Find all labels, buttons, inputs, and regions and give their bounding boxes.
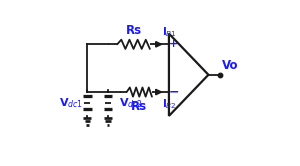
Text: Rs: Rs	[131, 100, 147, 113]
Text: I$_{B2}$: I$_{B2}$	[162, 97, 177, 111]
Polygon shape	[156, 89, 161, 95]
Text: V$_{dc1}$: V$_{dc1}$	[59, 96, 83, 110]
Text: Vo: Vo	[222, 59, 238, 72]
Text: +: +	[169, 39, 178, 49]
Polygon shape	[156, 42, 161, 47]
Text: V$_{dc2}$: V$_{dc2}$	[119, 96, 143, 110]
Text: −: −	[168, 85, 179, 99]
Text: I$_{B1}$: I$_{B1}$	[162, 25, 177, 39]
Text: Rs: Rs	[125, 24, 142, 37]
